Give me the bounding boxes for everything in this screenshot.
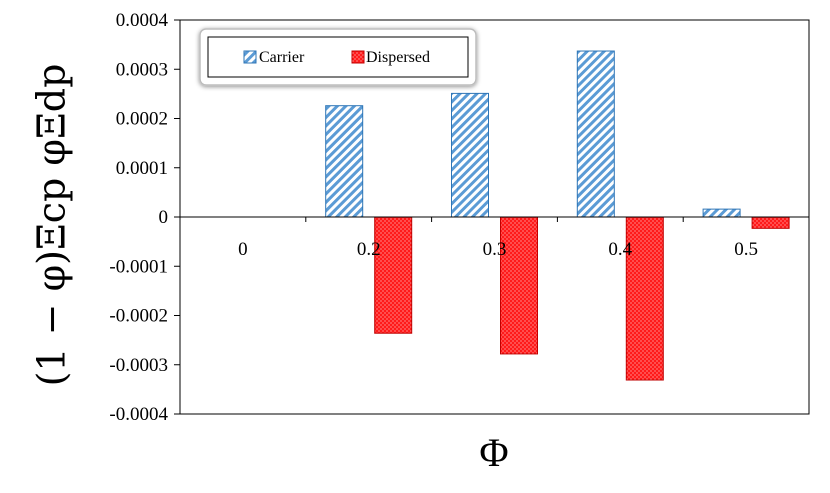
y-tick-label: 0: [159, 207, 169, 228]
bar-carrier: [325, 105, 364, 218]
legend-label-dispersed: Dispersed: [366, 49, 430, 66]
y-tick-label: 0.0001: [116, 158, 168, 179]
legend-label-carrier: Carrier: [259, 49, 305, 66]
x-tick-label: 0: [238, 239, 248, 260]
bars: [325, 50, 790, 381]
bar-dispersed: [500, 216, 538, 355]
x-tick-label: 0.3: [483, 239, 507, 260]
y-tick-label: -0.0001: [109, 256, 168, 277]
x-axis-ticks: 0 0.2 0.3 0.4 0.5: [179, 217, 758, 260]
y-tick-label: 0.0003: [116, 59, 168, 80]
y-tick-label: -0.0002: [109, 306, 168, 327]
x-tick-label: 0.4: [608, 239, 632, 260]
y-tick-label: 0.0002: [116, 109, 168, 130]
y-axis-title: (1 − φ)Ξcp φΞdp: [30, 64, 74, 387]
bar-carrier: [451, 92, 489, 218]
bar-dispersed: [751, 216, 790, 229]
legend-swatch-dispersed: [351, 50, 365, 64]
x-axis-title: Φ: [479, 430, 508, 475]
bar-carrier: [702, 208, 741, 218]
bar-dispersed: [625, 216, 664, 381]
y-axis-ticks: 0.0004 0.0003 0.0002 0.0001 0 -0.0001 -0.0002 -…: [109, 10, 180, 425]
legend: Carrier Dispersed: [199, 28, 477, 86]
bar-dispersed: [374, 216, 413, 334]
bar-carrier: [576, 50, 615, 218]
x-tick-label: 0.5: [734, 239, 758, 260]
y-tick-label: -0.0003: [109, 355, 168, 376]
y-tick-label: 0.0004: [116, 10, 169, 31]
legend-swatch-carrier: [243, 50, 257, 64]
y-tick-label: -0.0004: [109, 404, 168, 425]
x-tick-label: 0.2: [357, 239, 381, 260]
